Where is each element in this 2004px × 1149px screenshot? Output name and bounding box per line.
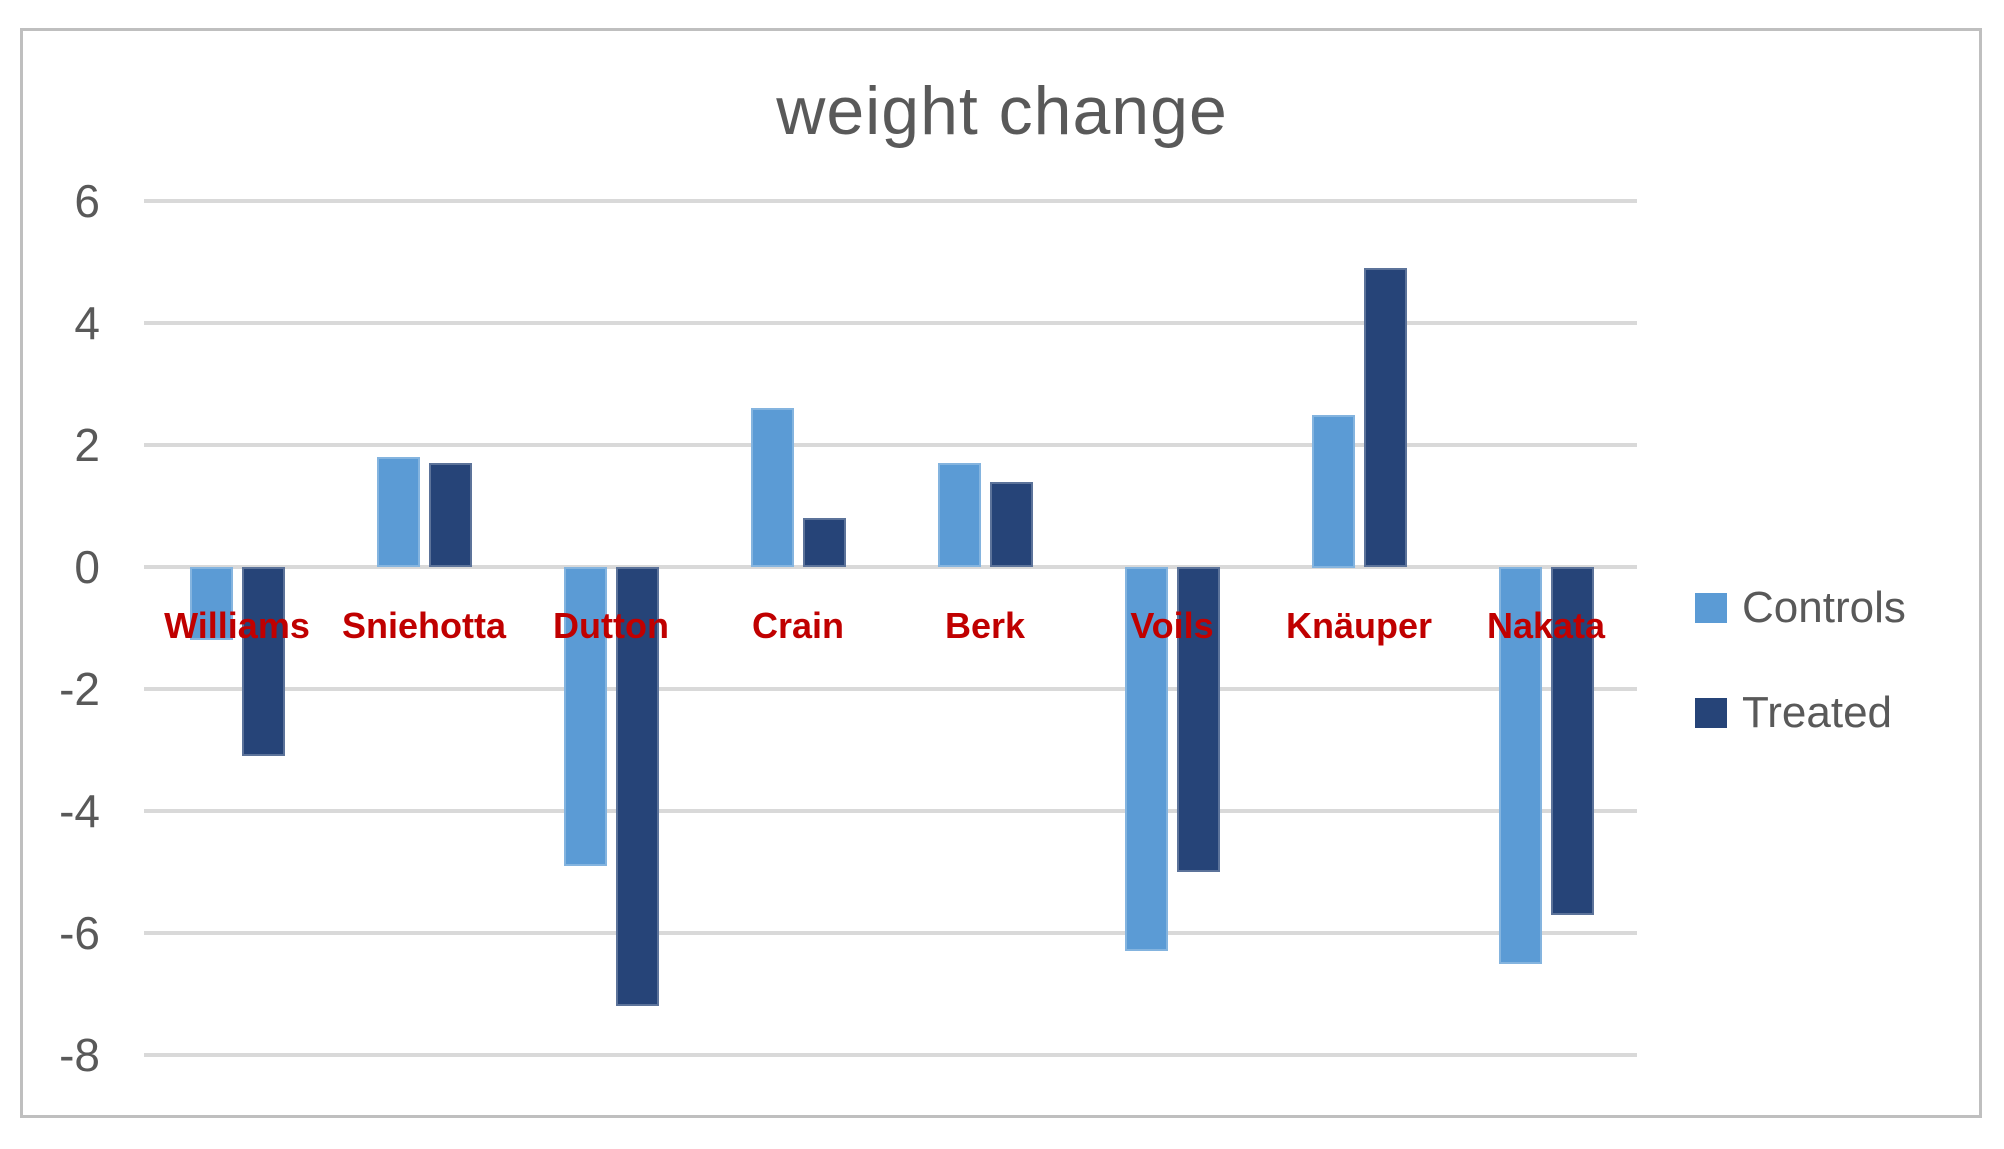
bar-treated-williams — [241, 567, 285, 756]
legend-label-controls: Controls — [1742, 583, 1906, 632]
legend-swatch-treated — [1695, 698, 1727, 728]
y-tick-label: 2 — [74, 419, 100, 471]
chart-title: weight change — [776, 73, 1228, 149]
bar-treated-crain — [802, 518, 846, 568]
y-tick-label: 0 — [74, 541, 100, 593]
y-tick-label: -8 — [59, 1029, 100, 1081]
chart-frame — [20, 28, 1982, 1118]
bar-controls-dutton — [563, 567, 607, 866]
bar-controls-knäuper — [1311, 414, 1355, 568]
category-label-williams: Williams — [164, 605, 310, 646]
category-label-nakata: Nakata — [1486, 605, 1606, 646]
gridline-y-2 — [144, 443, 1637, 447]
y-tick-label: -4 — [59, 785, 100, 837]
bar-treated-berk — [989, 481, 1033, 567]
legend-label-treated: Treated — [1742, 688, 1893, 737]
bar-controls-williams — [189, 567, 233, 640]
bar-controls-berk — [937, 463, 981, 568]
bar-controls-nakata — [1498, 567, 1542, 964]
category-label-crain: Crain — [751, 605, 845, 646]
legend-swatch-controls — [1695, 593, 1727, 623]
category-label-berk: Berk — [944, 605, 1026, 646]
bar-controls-sniehotta — [376, 457, 420, 568]
gridline-y--6 — [144, 931, 1637, 935]
gridline-y--8 — [144, 1053, 1637, 1057]
gridline-y--4 — [144, 809, 1637, 813]
category-label-knäuper: Knäuper — [1285, 605, 1433, 646]
bar-treated-knäuper — [1363, 268, 1407, 568]
y-tick-label: -6 — [59, 907, 100, 959]
bar-controls-crain — [750, 408, 794, 568]
gridline-y-6 — [144, 199, 1637, 203]
y-tick-label: -2 — [59, 663, 100, 715]
bar-controls-voils — [1124, 567, 1168, 951]
bar-treated-nakata — [1550, 567, 1594, 915]
gridline-y-0 — [144, 565, 1637, 569]
category-label-sniehotta: Sniehotta — [341, 605, 506, 646]
gridline-y--2 — [144, 687, 1637, 691]
category-label-dutton: Dutton — [553, 605, 669, 646]
gridline-y-4 — [144, 321, 1637, 325]
bar-treated-sniehotta — [428, 463, 472, 568]
y-tick-label: 4 — [74, 297, 100, 349]
bar-treated-dutton — [615, 567, 659, 1006]
bar-treated-voils — [1176, 567, 1220, 872]
category-label-voils: Voils — [1130, 605, 1214, 646]
y-tick-label: 6 — [74, 175, 100, 227]
